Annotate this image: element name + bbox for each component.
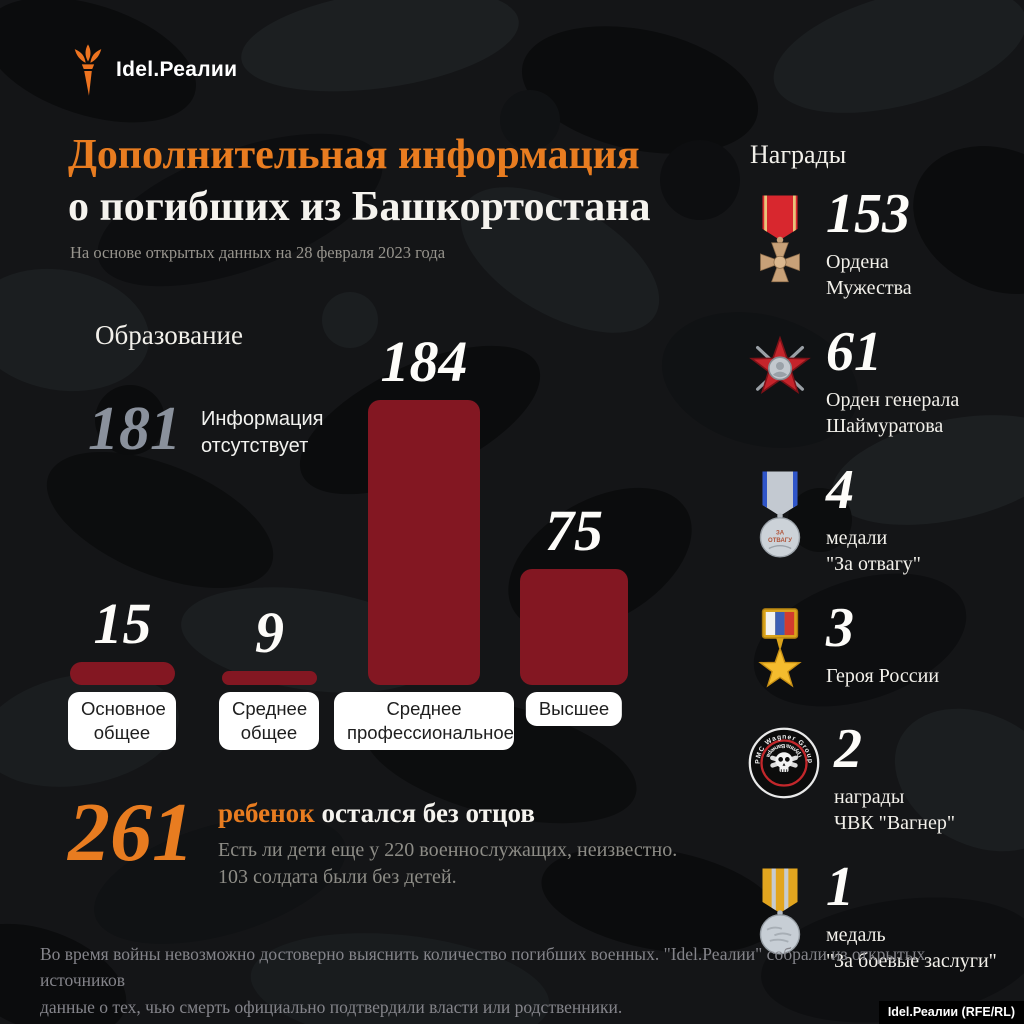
torch-icon — [74, 44, 102, 96]
award-label: медали "За отвагу" — [826, 527, 921, 575]
footer-disclaimer: Во время войны невозможно достоверно выя… — [40, 944, 926, 1017]
bar-value-label: 75 — [545, 498, 603, 563]
children-value: 261 — [68, 786, 194, 879]
bar — [368, 400, 480, 685]
bar-category-labels: Основное общее Среднее общее Среднее про… — [68, 692, 628, 762]
award-value: 61 — [826, 321, 882, 383]
page-title-line2: о погибших из Башкортостана — [68, 183, 651, 230]
bar-category-label: Среднее общее — [219, 692, 319, 751]
wagner-group-patch-icon: PMC Wagner Group Группа Вагнера — [748, 721, 820, 799]
page-subtitle: На основе открытых данных на 28 февраля … — [70, 243, 446, 262]
children-headline-rest: остался без отцов — [314, 798, 535, 828]
page-title-line1: Дополнительная информация — [68, 132, 640, 178]
bar-value-label: 184 — [380, 329, 468, 394]
award-label: медаль "За боевые заслуги" — [826, 924, 997, 972]
awards-section: Награды — [748, 140, 1014, 997]
award-label: награды ЧВК "Вагнер" — [834, 786, 956, 834]
children-headline-highlight: ребенок — [218, 798, 315, 828]
bar-column: 9 — [222, 604, 317, 685]
bar-category-label: Высшее — [525, 692, 623, 727]
za-boevye-zaslugi-medal-icon — [748, 859, 812, 961]
award-value: 4 — [826, 459, 854, 521]
award-label: Героя России — [826, 665, 940, 687]
credit-badge: Idel.Реалии (RFE/RL) — [878, 1001, 1024, 1024]
bar — [222, 671, 317, 685]
svg-text:ОТВАГУ: ОТВАГУ — [768, 538, 792, 544]
award-content: 4 медали "За отвагу" — [826, 462, 921, 577]
bar-column: 75 — [520, 502, 628, 685]
bar-value-label: 9 — [255, 600, 284, 665]
shaymuratov-order-medal-icon — [748, 324, 812, 410]
hero-of-russia-star-icon — [748, 600, 812, 698]
award-content: 153 Ордена Мужества — [826, 186, 912, 301]
award-label: Орден генерала Шаймуратова — [826, 389, 960, 437]
award-row: PMC Wagner Group Группа Вагнера — [748, 721, 1014, 836]
page-title: Дополнительная информация о погибших из … — [68, 130, 650, 233]
award-row: 3 Героя России — [748, 600, 1014, 698]
award-value: 1 — [826, 856, 854, 918]
awards-heading: Награды — [750, 140, 847, 169]
children-text: ребенок остался без отцов Есть ли дети е… — [218, 793, 677, 891]
children-note: Есть ли дети еще у 220 военнослужащих, н… — [218, 839, 678, 889]
award-value: 2 — [834, 718, 862, 780]
bar-column: 15 — [70, 595, 175, 685]
missing-info-stat: 181 Информация отсутствует — [88, 398, 323, 460]
order-of-courage-medal-icon — [748, 186, 812, 288]
brand-logo: Idel.Реалии — [70, 44, 237, 96]
award-content: 3 Героя России — [826, 600, 939, 689]
bar-column: 184 — [368, 333, 480, 685]
award-label: Ордена Мужества — [826, 251, 912, 299]
brand-logo-text: Idel.Реалии — [116, 58, 238, 81]
missing-info-value: 181 — [88, 395, 181, 463]
children-stat: 261 ребенок остался без отцов Есть ли де… — [68, 786, 677, 891]
bar — [520, 569, 628, 685]
missing-info-label: Информация отсутствует — [201, 408, 324, 457]
award-row: 61 Орден генерала Шаймуратова — [748, 324, 1014, 439]
award-row: 1 медаль "За боевые заслуги" — [748, 859, 1014, 974]
award-value: 153 — [826, 183, 910, 245]
award-content: 1 медаль "За боевые заслуги" — [826, 859, 997, 974]
award-content: 2 награды ЧВК "Вагнер" — [834, 721, 955, 836]
education-bar-chart: 15 9 184 75 — [70, 332, 628, 685]
children-headline: ребенок остался без отцов — [218, 797, 677, 829]
award-row: 153 Ордена Мужества — [748, 186, 1014, 301]
award-value: 3 — [826, 597, 854, 659]
za-otvagu-medal-icon: ЗА ОТВАГУ — [748, 462, 812, 564]
bar-value-label: 15 — [93, 591, 152, 656]
award-row: ЗА ОТВАГУ 4 медали "За отвагу" — [748, 462, 1014, 577]
bar-category-label: Основное общее — [68, 692, 176, 751]
education-heading: Образование — [95, 320, 243, 350]
svg-text:ЗА: ЗА — [776, 531, 785, 537]
bar — [70, 662, 175, 685]
bar-category-label: Среднее профессиональное — [334, 692, 514, 751]
award-content: 61 Орден генерала Шаймуратова — [826, 324, 959, 439]
